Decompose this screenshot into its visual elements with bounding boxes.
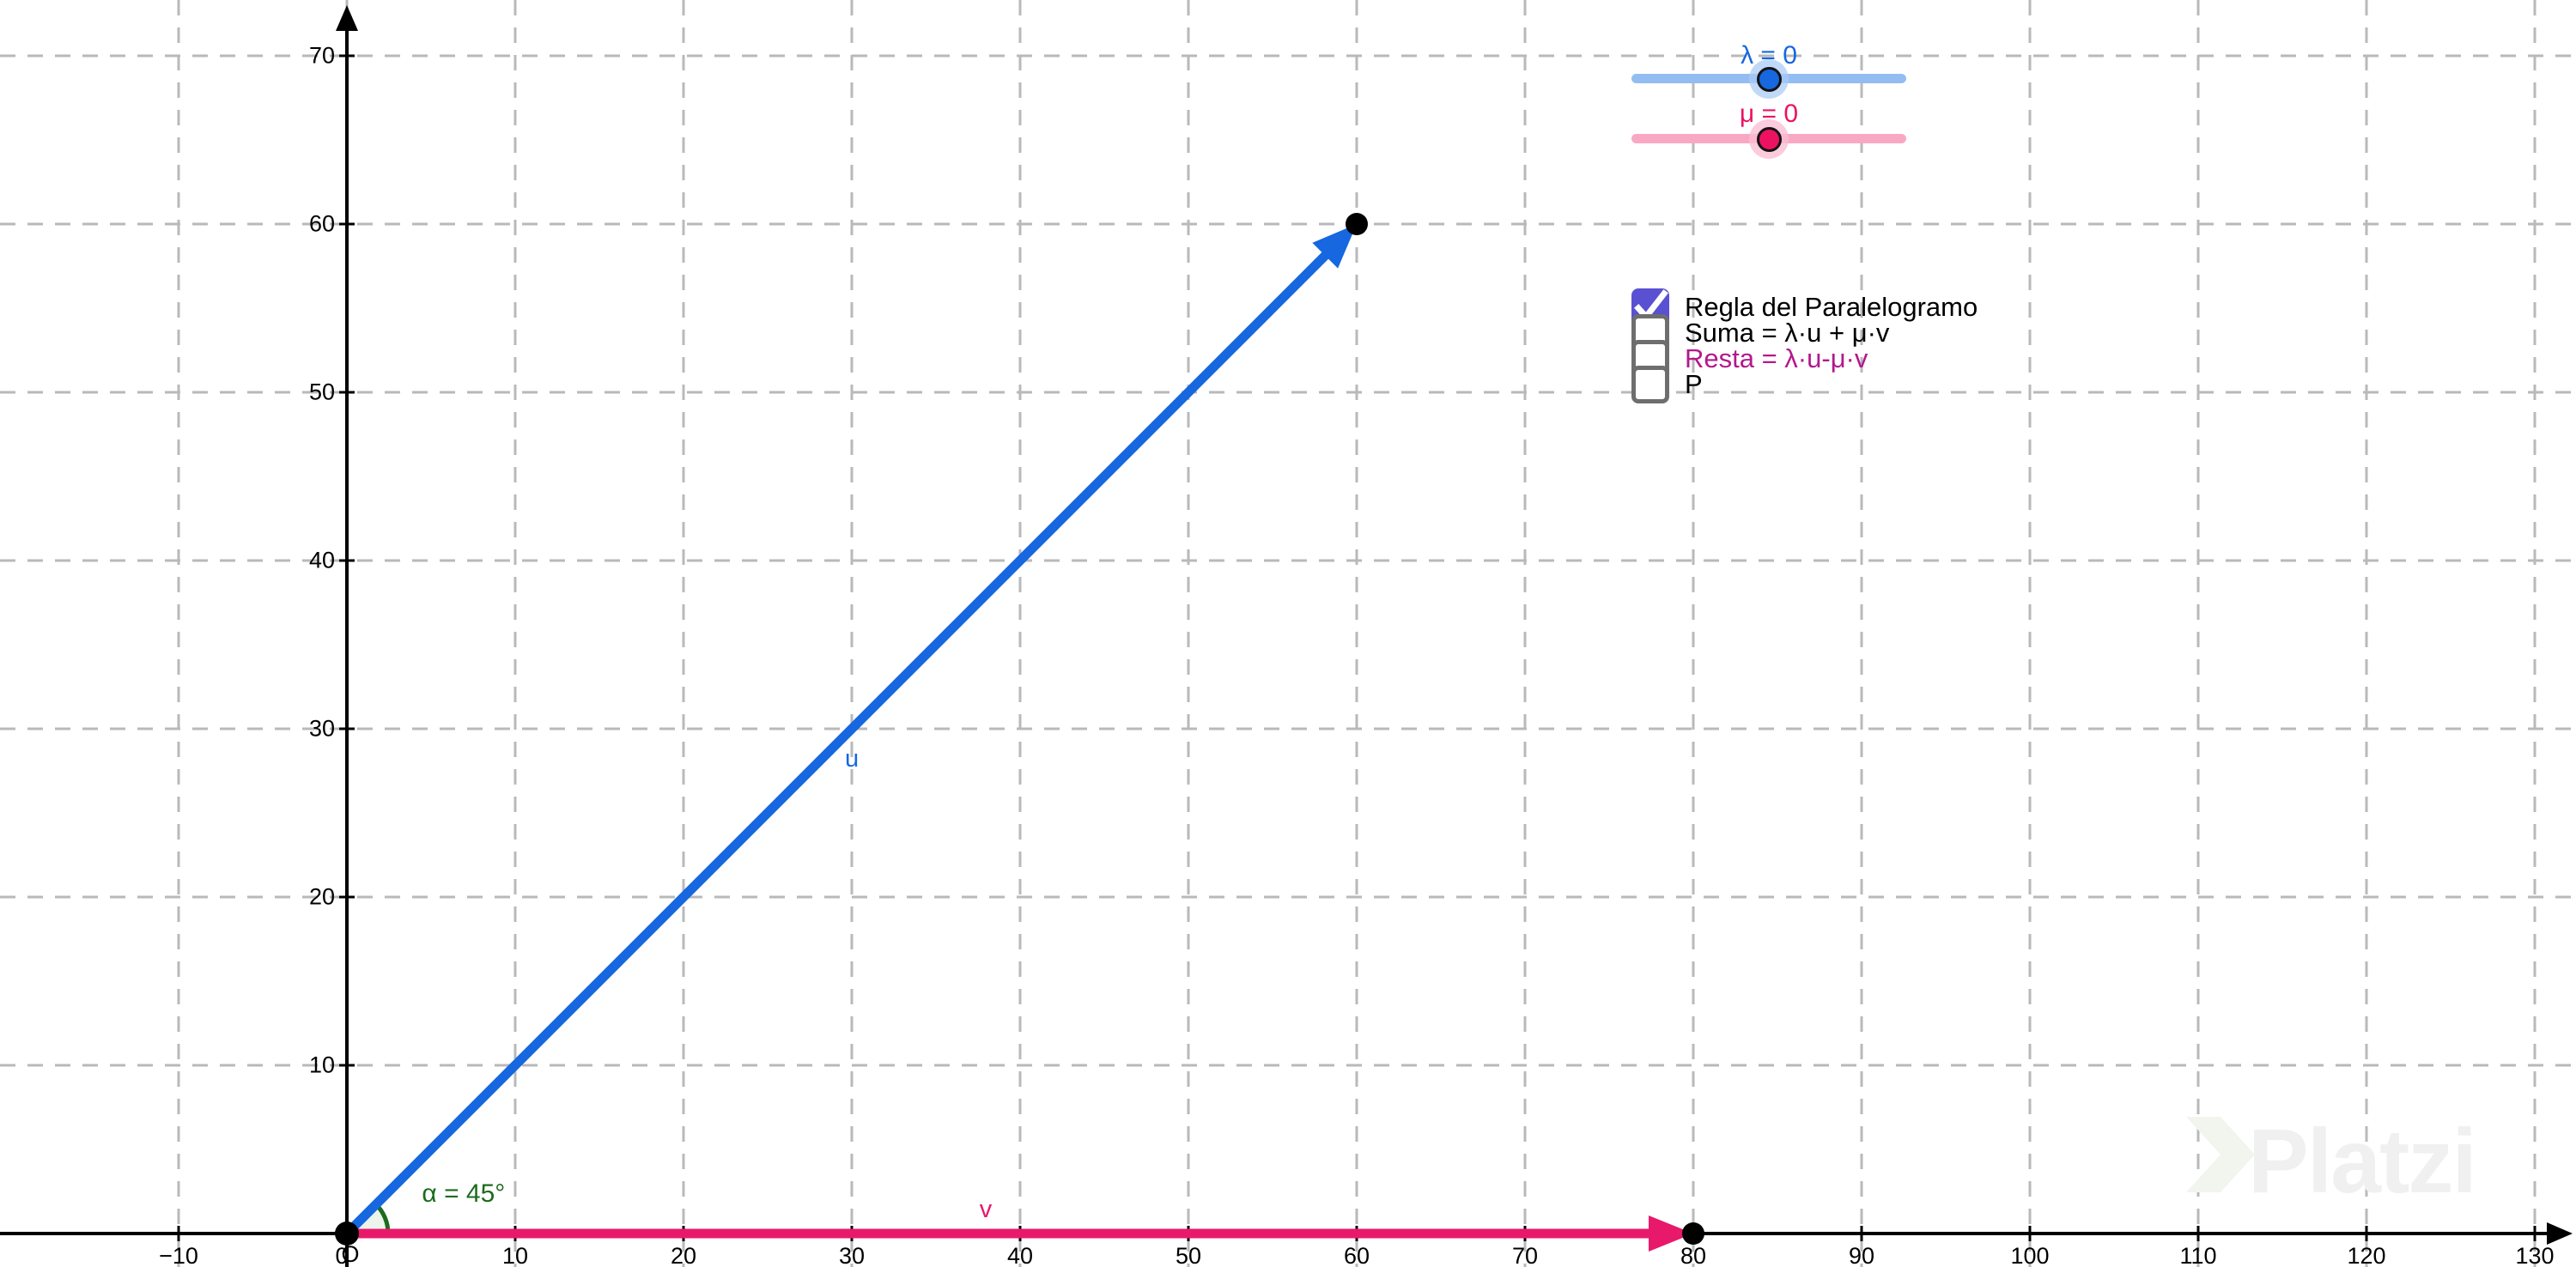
y-tick-label: 20 (308, 883, 335, 910)
x-tick-label: 40 (1006, 1243, 1034, 1267)
y-tick-label: 10 (308, 1052, 335, 1078)
x-tick-label: 130 (2515, 1243, 2555, 1267)
y-tick-label: 30 (308, 715, 335, 742)
origin-point-label: O (341, 1241, 360, 1267)
x-tick-label: 90 (1848, 1243, 1875, 1267)
x-tick-label: 70 (1511, 1243, 1539, 1267)
vector-v-label: v (979, 1196, 993, 1224)
x-tick-label: 120 (2347, 1243, 2386, 1267)
y-tick-label: 70 (308, 42, 335, 69)
checkbox-label-suma: Suma = λ·u + μ·v (1685, 318, 1890, 348)
checkbox-label-p: P (1685, 369, 1703, 399)
slider-mu-knob[interactable] (1757, 127, 1782, 152)
axis-arrowheads (336, 5, 2573, 1245)
checkbox-row-suma[interactable]: Suma = λ·u + μ·v (1631, 314, 1978, 352)
vector-u-label: u (845, 745, 860, 773)
checkbox-row-p[interactable]: P (1631, 366, 1978, 403)
origin-tick-label: 0 (335, 1243, 349, 1267)
checkbox-row-regla-del-paralelogramo[interactable]: Regla del Paralelogramo (1631, 288, 1978, 326)
y-tick-label: 50 (308, 379, 335, 405)
x-tick-label: 30 (838, 1243, 866, 1267)
x-tick-label: 20 (670, 1243, 697, 1267)
x-tick-label: 80 (1680, 1243, 1707, 1267)
checkbox-row-resta[interactable]: Resta = λ·u-μ·v (1631, 340, 1978, 378)
x-tick-label: 110 (2179, 1243, 2217, 1267)
slider-panel: λ = 0 μ = 0 (1631, 41, 2112, 173)
origin-point[interactable] (335, 1222, 359, 1246)
checkbox-p[interactable] (1631, 366, 1669, 403)
y-tick-label: 60 (308, 210, 335, 237)
x-tick-label: 50 (1175, 1243, 1202, 1267)
slider-lambda-knob[interactable] (1757, 67, 1782, 92)
axes (0, 12, 2555, 1267)
x-tick-label: 10 (501, 1243, 529, 1267)
x-tick-label: 100 (2010, 1243, 2050, 1267)
vector-v[interactable] (347, 1215, 1704, 1252)
slider-lambda[interactable]: λ = 0 (1631, 41, 2112, 113)
x-tick-label: 60 (1343, 1243, 1370, 1267)
vector-u[interactable] (343, 213, 1368, 1237)
checkbox-label-regla-del-paralelogramo: Regla del Paralelogramo (1685, 292, 1978, 322)
checkbox-label-resta: Resta = λ·u-μ·v (1685, 343, 1868, 373)
checkbox-list: Regla del Paralelogramo Suma = λ·u + μ·v R… (1631, 288, 1978, 403)
x-tick-label: −10 (159, 1243, 198, 1267)
y-tick-label: 40 (308, 547, 335, 573)
angle-label: α = 45° (422, 1179, 506, 1208)
slider-mu[interactable]: μ = 0 (1631, 100, 2112, 173)
